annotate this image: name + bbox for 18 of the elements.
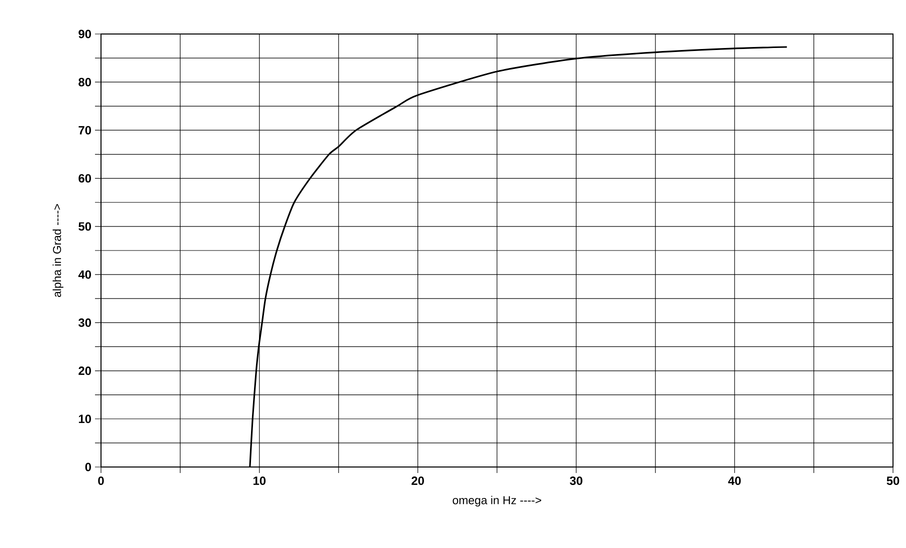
y-tick-label: 30 [78,318,91,327]
y-tick-label: 90 [78,30,91,38]
y-tick-label: 60 [78,174,91,183]
y-tick-label: 70 [78,126,91,134]
y-tick-label: 0 [85,462,91,472]
x-tick-label: 10 [254,476,266,485]
y-tick-label: 80 [78,78,91,86]
x-tick-label: 0 [98,476,104,485]
y-tick-label: 10 [78,414,91,424]
x-tick-label: 20 [412,476,424,485]
x-tick-label: 30 [570,476,582,486]
y-tick-label: 40 [78,270,91,279]
y-tick-label: 50 [78,222,91,231]
y-axis-title: alpha in Grad ----> [52,204,64,297]
x-tick-label: 50 [886,476,900,485]
y-tick-label: 20 [78,366,91,375]
x-tick-label: 40 [728,476,741,485]
x-axis-title: omega in Hz ----> [452,496,542,507]
